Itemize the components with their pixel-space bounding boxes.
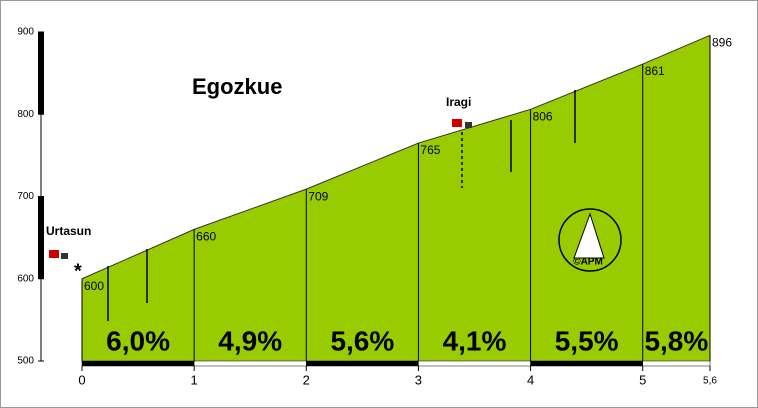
elevation-label: 709 (308, 189, 328, 203)
y-tick-label: 600 (17, 273, 34, 284)
plot: 500 600 700 800 900 600 660 709 765 806 861 896 0 1 2 3… (17, 27, 732, 388)
x-tick-label: 3 (415, 372, 422, 387)
x-tick-label: 4 (527, 372, 534, 387)
markers (107, 90, 576, 321)
x-tick-label: 2 (303, 372, 310, 387)
gradient-label: 4,9% (218, 325, 282, 356)
gradient-label: 5,8% (644, 325, 708, 356)
km-band (642, 360, 711, 367)
elevation-label: 896 (712, 35, 732, 49)
x-tick-label: 5 (639, 372, 646, 387)
gradient-label: 6,0% (106, 325, 170, 356)
place-label: Urtasun (46, 224, 91, 238)
elevation-label: 660 (196, 230, 216, 244)
km-band (306, 360, 419, 367)
place-label: Iragi (446, 95, 471, 109)
x-tick-label: 0 (78, 372, 85, 387)
y-axis-band (38, 32, 44, 115)
village-icon (49, 250, 68, 259)
y-axis-band (38, 196, 44, 279)
gradient-label: 5,5% (555, 325, 619, 356)
village-icon (452, 119, 472, 128)
x-tick-label: 1 (191, 372, 198, 387)
km-band (530, 360, 643, 367)
x-tick-label: 5,6 (703, 376, 717, 387)
gradient-label: 4,1% (443, 325, 507, 356)
elevation-label: 861 (645, 64, 665, 78)
elevation-label: 600 (84, 279, 104, 293)
chart-title: Egozkue (192, 74, 282, 99)
y-tick-label: 800 (17, 109, 34, 120)
elevation-label: 765 (420, 143, 440, 157)
elevation-label: 806 (533, 109, 553, 123)
start-marker: * (74, 260, 82, 282)
profile-area (82, 35, 710, 361)
km-band (418, 360, 531, 367)
y-tick-label: 900 (17, 27, 34, 38)
gradient-label: 5,6% (330, 325, 394, 356)
logo-text: ©APM (573, 257, 603, 268)
y-tick-label: 500 (17, 356, 34, 367)
logo: ©APM (558, 208, 622, 272)
km-band (81, 360, 195, 367)
y-tick-label: 700 (17, 191, 34, 202)
km-band (193, 360, 307, 367)
